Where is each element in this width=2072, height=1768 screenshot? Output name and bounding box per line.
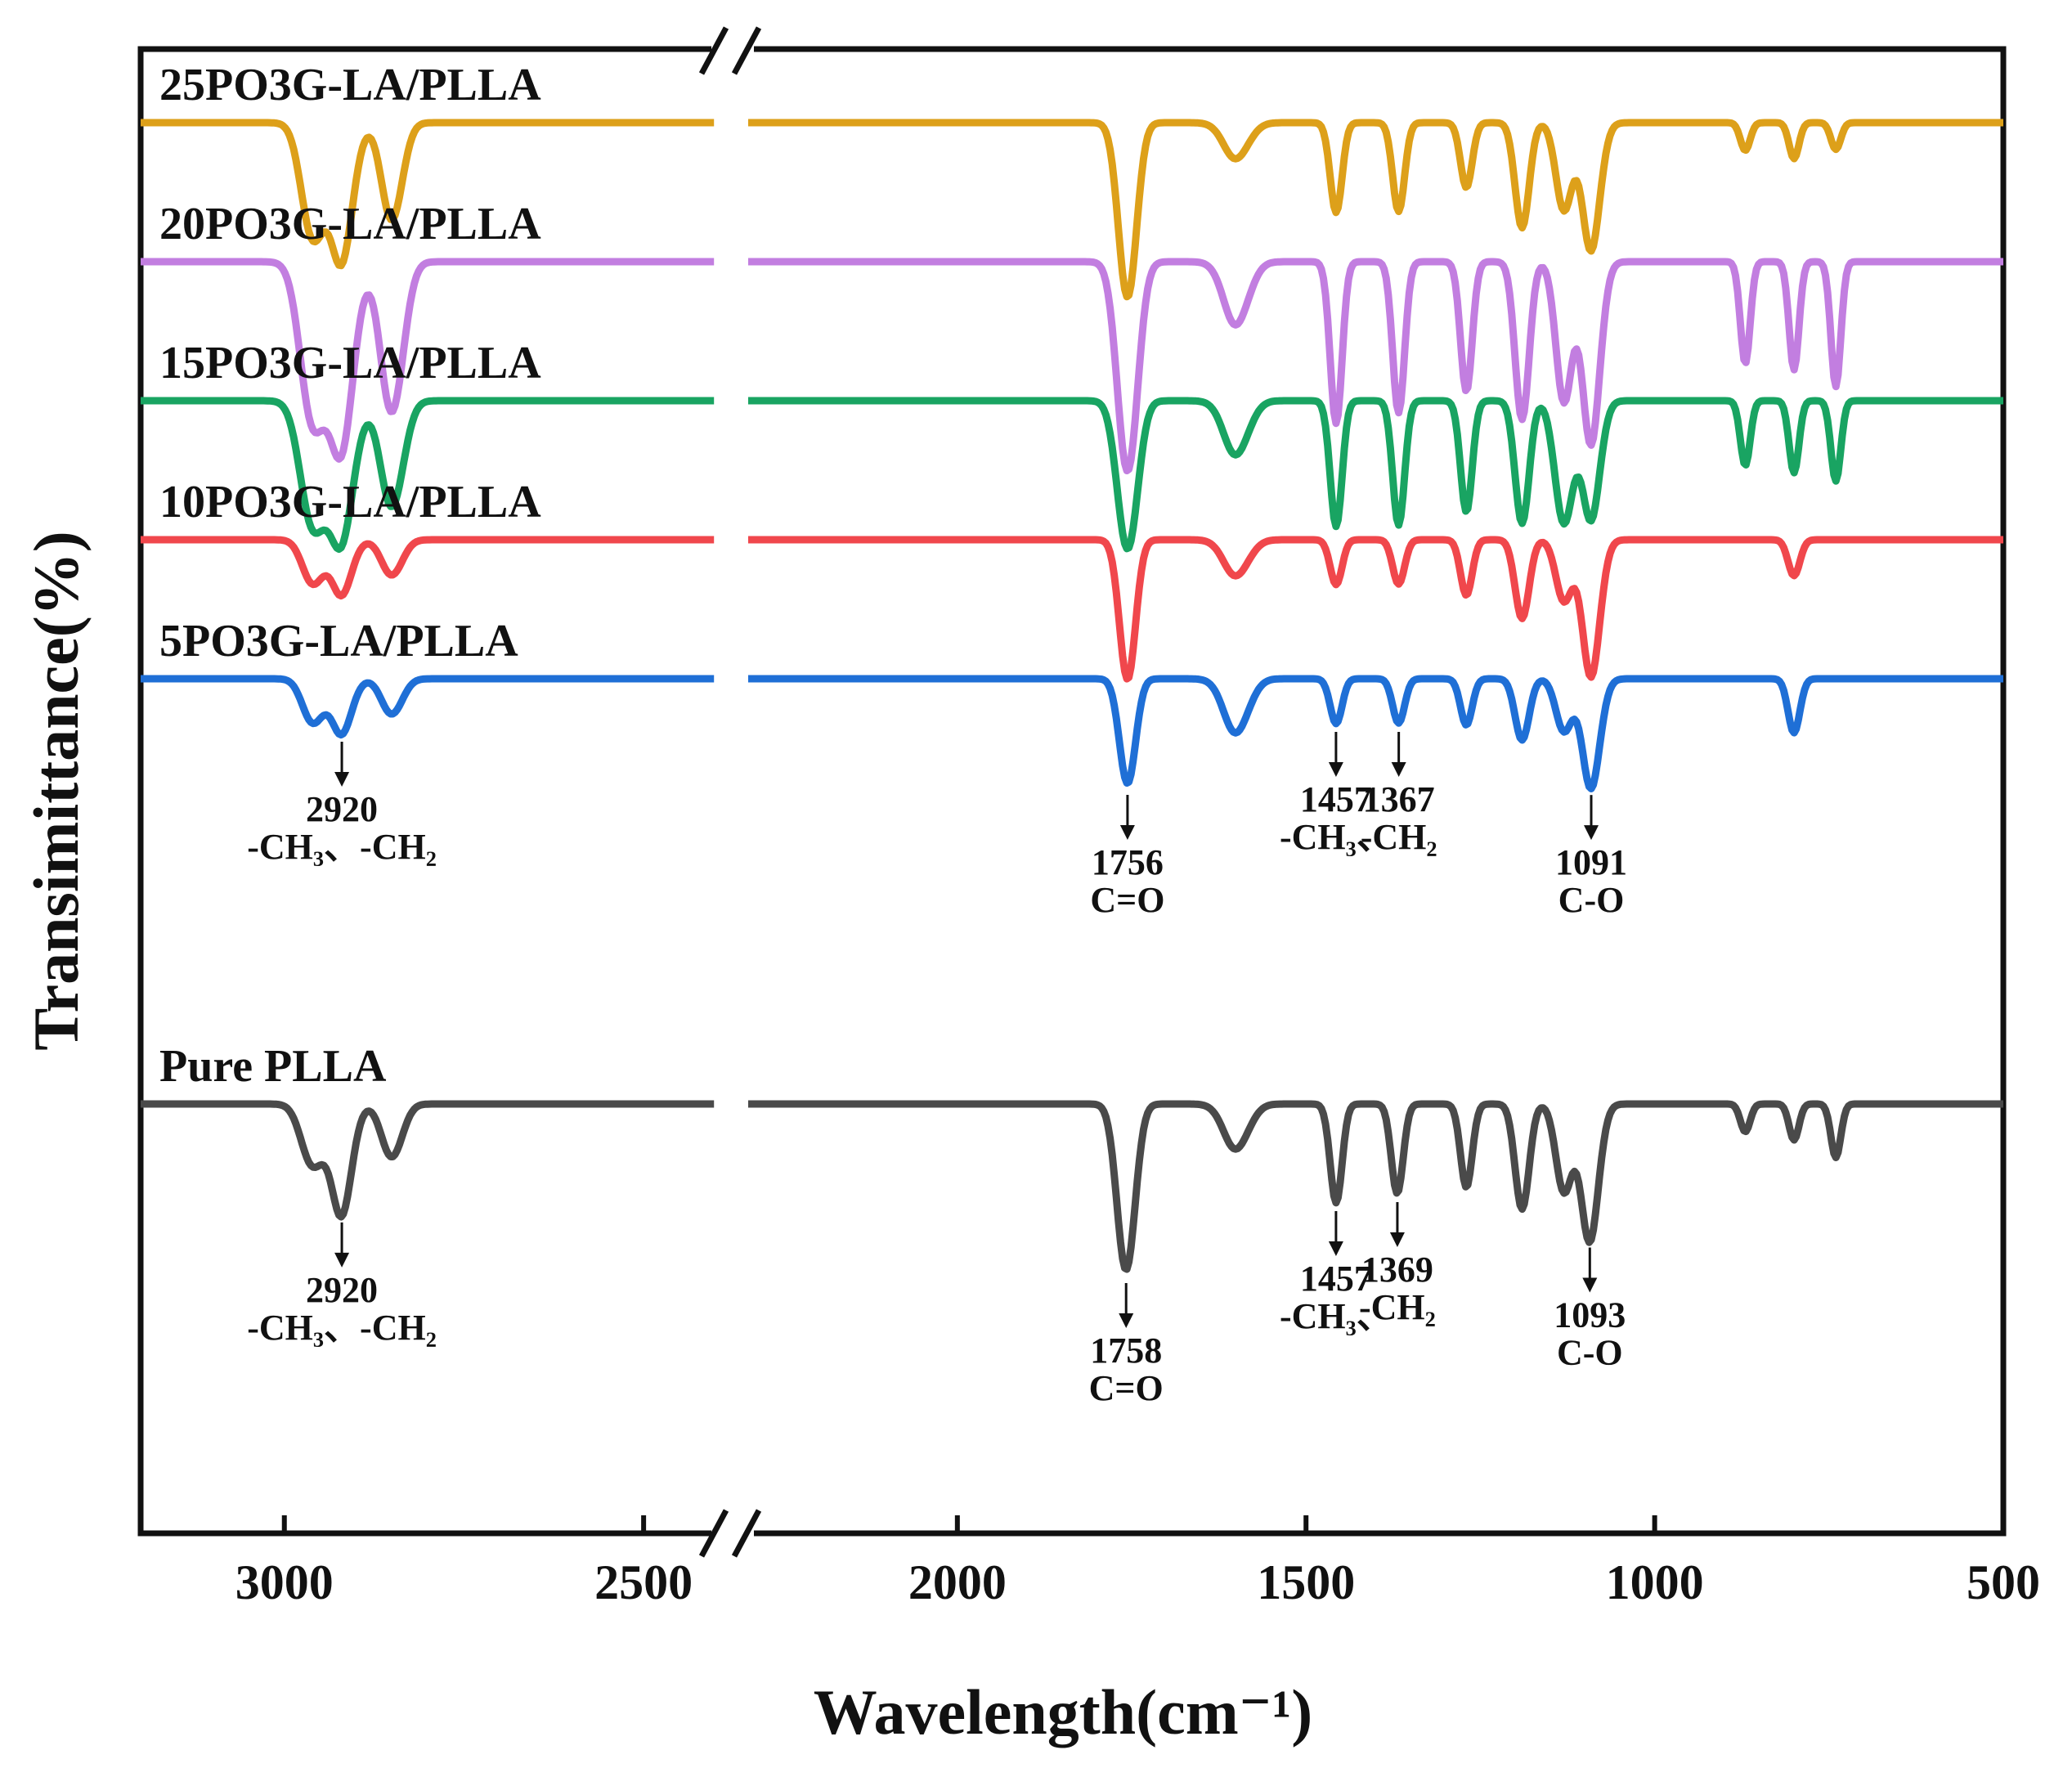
series-line: [139, 675, 716, 739]
annotation-label: 1756: [1092, 842, 1164, 882]
annotation-label: -CH₃、: [1280, 817, 1393, 857]
series-line: [139, 397, 716, 554]
series-label: 15PO3G-LA/PLLA: [159, 338, 541, 388]
axis-break-mark: [698, 1509, 729, 1558]
series-label: 5PO3G-LA/PLLA: [159, 616, 518, 666]
x-tick-label: 500: [1967, 1555, 2040, 1609]
annotation-label: -CH₂: [1361, 817, 1437, 857]
annotation-arrowhead: [1119, 825, 1135, 840]
series-line: [139, 258, 716, 463]
annotation-arrowhead: [334, 1252, 350, 1268]
series-line: [747, 119, 2005, 301]
x-tick-label: 1000: [1606, 1555, 1704, 1609]
axis-break-mark: [731, 26, 762, 75]
series-label: Pure PLLA: [159, 1041, 387, 1092]
axis-break-mark: [731, 1509, 762, 1558]
series-line: [747, 536, 2005, 683]
x-tick-label: 3000: [235, 1555, 334, 1609]
annotation-arrowhead: [1582, 1277, 1598, 1293]
annotation-label: C=O: [1090, 880, 1164, 920]
series-line: [747, 397, 2005, 553]
annotation-label: C=O: [1089, 1368, 1164, 1408]
axis-break-mark: [698, 26, 729, 75]
x-tick-label: 1500: [1257, 1555, 1355, 1609]
series-label: 25PO3G-LA/PLLA: [159, 60, 541, 110]
annotation-label: C-O: [1558, 880, 1625, 920]
annotation-arrowhead: [1328, 762, 1343, 777]
annotation-label: 1091: [1555, 842, 1627, 882]
series-line: [139, 119, 716, 270]
annotation-arrowhead: [1389, 1232, 1405, 1247]
annotation-label: 1758: [1090, 1330, 1162, 1371]
annotation-label: -CH₃、: [1280, 1296, 1393, 1336]
series-line: [747, 258, 2005, 474]
x-tick-label: 2500: [594, 1555, 693, 1609]
series-line: [747, 1100, 2005, 1273]
annotation-label: 1457: [1300, 1259, 1372, 1299]
x-axis-title: Wavelength(cm⁻¹): [814, 1676, 1312, 1748]
series-line: [139, 1100, 716, 1221]
series-label: 10PO3G-LA/PLLA: [159, 477, 541, 527]
annotation-arrowhead: [1391, 762, 1406, 777]
annotation-arrowhead: [334, 772, 350, 788]
y-axis-title: Transimittance(%): [20, 531, 92, 1050]
plot-frame: [137, 46, 2007, 1537]
annotation-label: 2920: [306, 1270, 378, 1310]
x-tick-label: 2000: [908, 1555, 1007, 1609]
annotation-label: 1369: [1361, 1250, 1433, 1290]
annotation-arrowhead: [1119, 1313, 1134, 1328]
annotation-label: -CH₃、-CH₂: [247, 827, 437, 867]
annotation-label: -CH₂: [1359, 1287, 1436, 1327]
series-line: [747, 675, 2005, 792]
series-label: 20PO3G-LA/PLLA: [159, 199, 541, 249]
annotation-arrowhead: [1584, 825, 1599, 841]
annotation-arrowhead: [1328, 1241, 1343, 1256]
series-line: [139, 536, 716, 600]
annotation-label: 1093: [1554, 1295, 1626, 1335]
annotation-label: 1367: [1363, 779, 1435, 819]
annotation-label: 2920: [306, 789, 378, 829]
annotation-label: 1457: [1300, 779, 1372, 819]
annotation-label: C-O: [1557, 1333, 1623, 1373]
annotation-label: -CH₃、-CH₂: [247, 1308, 437, 1348]
